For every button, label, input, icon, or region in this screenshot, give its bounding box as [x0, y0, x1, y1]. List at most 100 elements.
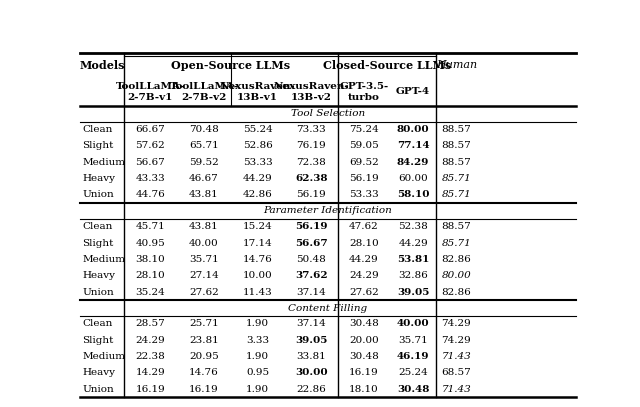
Text: Open-Source LLMs: Open-Source LLMs [172, 60, 291, 71]
Text: 35.71: 35.71 [398, 336, 428, 345]
Text: 24.29: 24.29 [136, 336, 165, 345]
Text: 1.90: 1.90 [246, 319, 269, 328]
Text: 22.38: 22.38 [136, 352, 165, 361]
Text: Clean: Clean [83, 222, 113, 231]
Text: 16.19: 16.19 [136, 385, 165, 394]
Text: 44.29: 44.29 [243, 174, 273, 183]
Text: 42.86: 42.86 [243, 190, 273, 199]
Text: 32.86: 32.86 [398, 271, 428, 280]
Text: 14.76: 14.76 [189, 368, 219, 377]
Text: Slight: Slight [83, 336, 114, 345]
Text: 17.14: 17.14 [243, 239, 273, 247]
Text: NexusRaven-
13B-v1: NexusRaven- 13B-v1 [220, 82, 296, 102]
Text: Medium: Medium [83, 158, 125, 167]
Text: NexusRaven-
13B-v2: NexusRaven- 13B-v2 [273, 82, 349, 102]
Text: 56.67: 56.67 [136, 158, 165, 167]
Text: 43.81: 43.81 [189, 222, 219, 231]
Text: 16.19: 16.19 [349, 368, 379, 377]
Text: ToolLLaMA-
2-7B-v2: ToolLLaMA- 2-7B-v2 [170, 82, 239, 102]
Text: 68.57: 68.57 [442, 368, 471, 377]
Text: 1.90: 1.90 [246, 352, 269, 361]
Text: 44.29: 44.29 [349, 255, 379, 264]
Text: 43.33: 43.33 [136, 174, 165, 183]
Text: 88.57: 88.57 [442, 158, 471, 167]
Text: Content Filling: Content Filling [289, 304, 367, 313]
Text: 70.48: 70.48 [189, 125, 219, 134]
Text: 40.00: 40.00 [189, 239, 219, 247]
Text: 52.38: 52.38 [398, 222, 428, 231]
Text: 53.33: 53.33 [349, 190, 379, 199]
Text: 14.29: 14.29 [136, 368, 165, 377]
Text: 88.57: 88.57 [442, 125, 471, 134]
Text: 85.71: 85.71 [442, 174, 471, 183]
Text: Slight: Slight [83, 239, 114, 247]
Text: Heavy: Heavy [83, 368, 115, 377]
Text: 3.33: 3.33 [246, 336, 269, 345]
Text: 30.48: 30.48 [349, 319, 379, 328]
Text: 24.29: 24.29 [349, 271, 379, 280]
Text: 56.19: 56.19 [295, 222, 328, 231]
Text: 25.24: 25.24 [398, 368, 428, 377]
Text: 10.00: 10.00 [243, 271, 273, 280]
Text: 39.05: 39.05 [295, 336, 327, 345]
Text: 85.71: 85.71 [442, 190, 471, 199]
Text: 47.62: 47.62 [349, 222, 379, 231]
Text: 75.24: 75.24 [349, 125, 379, 134]
Text: 30.48: 30.48 [349, 352, 379, 361]
Text: 53.81: 53.81 [397, 255, 429, 264]
Text: Human: Human [436, 60, 477, 70]
Text: 52.86: 52.86 [243, 142, 273, 151]
Text: 56.19: 56.19 [296, 190, 326, 199]
Text: 28.10: 28.10 [136, 271, 165, 280]
Text: 27.62: 27.62 [189, 287, 219, 297]
Text: Tool Selection: Tool Selection [291, 109, 365, 118]
Text: 69.52: 69.52 [349, 158, 379, 167]
Text: 0.95: 0.95 [246, 368, 269, 377]
Text: 33.81: 33.81 [296, 352, 326, 361]
Text: 39.05: 39.05 [397, 287, 429, 297]
Text: 55.24: 55.24 [243, 125, 273, 134]
Text: 45.71: 45.71 [136, 222, 165, 231]
Text: Union: Union [83, 287, 114, 297]
Text: 71.43: 71.43 [442, 385, 471, 394]
Text: 60.00: 60.00 [398, 174, 428, 183]
Text: Union: Union [83, 190, 114, 199]
Text: 44.76: 44.76 [136, 190, 165, 199]
Text: 57.62: 57.62 [136, 142, 165, 151]
Text: Slight: Slight [83, 142, 114, 151]
Text: 37.14: 37.14 [296, 287, 326, 297]
Text: 28.57: 28.57 [136, 319, 165, 328]
Text: Closed-Source LLMs: Closed-Source LLMs [323, 60, 451, 71]
Text: 50.48: 50.48 [296, 255, 326, 264]
Text: 53.33: 53.33 [243, 158, 273, 167]
Text: 27.14: 27.14 [189, 271, 219, 280]
Text: 43.81: 43.81 [189, 190, 219, 199]
Text: 66.67: 66.67 [136, 125, 165, 134]
Text: 71.43: 71.43 [442, 352, 471, 361]
Text: 16.19: 16.19 [189, 385, 219, 394]
Text: 88.57: 88.57 [442, 142, 471, 151]
Text: 58.10: 58.10 [397, 190, 429, 199]
Text: ToolLLaMA-
2-7B-v1: ToolLLaMA- 2-7B-v1 [116, 82, 185, 102]
Text: 14.76: 14.76 [243, 255, 273, 264]
Text: 77.14: 77.14 [397, 142, 429, 151]
Text: 37.14: 37.14 [296, 319, 326, 328]
Text: Clean: Clean [83, 319, 113, 328]
Text: 30.00: 30.00 [295, 368, 328, 377]
Text: 59.52: 59.52 [189, 158, 219, 167]
Text: 35.71: 35.71 [189, 255, 219, 264]
Text: 82.86: 82.86 [442, 255, 471, 264]
Text: Models: Models [79, 60, 125, 71]
Text: 80.00: 80.00 [397, 125, 429, 134]
Text: 62.38: 62.38 [295, 174, 328, 183]
Text: 44.29: 44.29 [398, 239, 428, 247]
Text: 40.95: 40.95 [136, 239, 165, 247]
Text: 74.29: 74.29 [442, 336, 471, 345]
Text: 27.62: 27.62 [349, 287, 379, 297]
Text: 15.24: 15.24 [243, 222, 273, 231]
Text: 18.10: 18.10 [349, 385, 379, 394]
Text: 35.24: 35.24 [136, 287, 165, 297]
Text: Heavy: Heavy [83, 174, 115, 183]
Text: 37.62: 37.62 [295, 271, 328, 280]
Text: 28.10: 28.10 [349, 239, 379, 247]
